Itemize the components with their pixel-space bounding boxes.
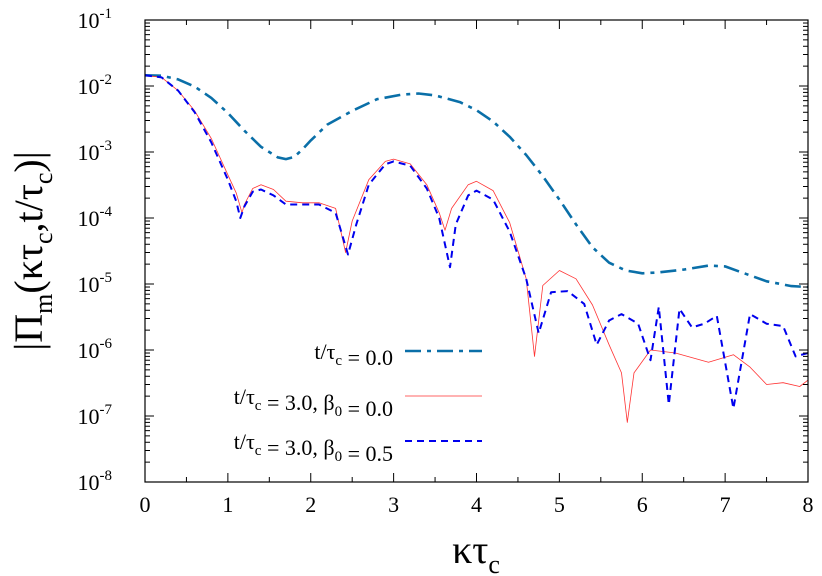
- y-axis-title-sub: c: [29, 232, 58, 244]
- y-tick-label: 10-3: [78, 138, 113, 165]
- y-tick-exponent: -7: [100, 402, 113, 418]
- y-tick-base: 10: [78, 470, 100, 495]
- plot-frame: [144, 19, 809, 483]
- y-axis-title: |Πm(κτc,t/τc)|: [6, 151, 58, 350]
- series-layer: [144, 74, 809, 423]
- series-line-3: [144, 74, 809, 410]
- x-tick-label: 2: [305, 492, 316, 517]
- y-tick-base: 10: [78, 8, 100, 33]
- x-axis-title-main: κτ: [452, 527, 488, 572]
- x-tick-label: 1: [222, 492, 233, 517]
- legend-text-part: t/τ: [234, 429, 255, 454]
- y-axis-title-part: ,t/τ: [6, 184, 51, 232]
- legend-text-part: = 0.5: [342, 441, 393, 466]
- legend-subscript: 0: [335, 404, 343, 420]
- x-tick-label: 7: [720, 492, 731, 517]
- legend-subscript: c: [255, 443, 262, 459]
- legend-label-3: t/τc = 3.0, β0 = 0.5: [234, 429, 393, 466]
- y-tick-label: 10-4: [78, 204, 113, 231]
- x-axis-title-sub: c: [488, 550, 500, 576]
- y-tick-base: 10: [78, 404, 100, 429]
- y-tick-base: 10: [78, 272, 100, 297]
- x-axis: 0 1 2 3 4 5 6 7 8: [140, 20, 814, 517]
- y-axis-title-part: )|: [6, 151, 51, 172]
- x-tick-label: 3: [388, 492, 399, 517]
- y-tick-label: 10-1: [78, 6, 113, 33]
- series-line-1: [144, 74, 809, 289]
- y-tick-exponent: -2: [100, 72, 113, 88]
- y-tick-base: 10: [78, 74, 100, 99]
- y-tick-label: 10-8: [78, 468, 113, 495]
- y-tick-exponent: -4: [100, 204, 113, 220]
- y-tick-exponent: -1: [100, 6, 113, 22]
- series-line-2: [144, 74, 809, 423]
- x-tick-label: 6: [637, 492, 648, 517]
- legend-text-part: t/τ: [314, 339, 335, 364]
- x-axis-title: κτc: [452, 527, 500, 576]
- legend-text-part: = 3.0, β: [261, 435, 334, 460]
- y-axis-title-sub: m: [29, 294, 58, 314]
- legend-text-part: t/τ: [234, 384, 255, 409]
- y-tick-label: 10-2: [78, 72, 113, 99]
- legend-text-part: = 0.0: [342, 345, 393, 370]
- y-tick-base: 10: [78, 206, 100, 231]
- y-axis-title-group: |Πm(κτc,t/τc)|: [6, 151, 58, 350]
- y-tick-exponent: -6: [100, 336, 113, 352]
- x-tick-label: 4: [471, 492, 482, 517]
- legend-label-2: t/τc = 3.0, β0 = 0.0: [234, 384, 393, 421]
- legend-label-1: t/τc = 0.0: [314, 339, 393, 370]
- y-tick-base: 10: [78, 140, 100, 165]
- y-axis-title-part: |Π: [6, 314, 51, 351]
- y-axis: 10-810-710-610-510-410-310-210-1: [78, 6, 808, 495]
- legend-text-part: = 0.0: [342, 396, 393, 421]
- x-tick-label: 5: [554, 492, 565, 517]
- legend-subscript: 0: [335, 449, 343, 465]
- legend-text-part: = 3.0, β: [261, 390, 334, 415]
- y-tick-label: 10-6: [78, 336, 113, 363]
- legend-subscript: c: [335, 353, 342, 369]
- y-axis-title-part: (κτ: [6, 244, 51, 294]
- y-tick-exponent: -8: [100, 468, 113, 484]
- y-tick-exponent: -5: [100, 270, 113, 286]
- y-tick-label: 10-7: [78, 402, 113, 429]
- legend-subscript: c: [255, 398, 262, 414]
- y-axis-title-sub: c: [29, 173, 58, 185]
- legend: t/τc = 0.0t/τc = 3.0, β0 = 0.0t/τc = 3.0…: [234, 339, 482, 466]
- x-tick-label: 0: [140, 492, 151, 517]
- y-tick-exponent: -3: [100, 138, 113, 154]
- x-tick-label: 8: [803, 492, 814, 517]
- y-tick-label: 10-5: [78, 270, 113, 297]
- y-tick-base: 10: [78, 338, 100, 363]
